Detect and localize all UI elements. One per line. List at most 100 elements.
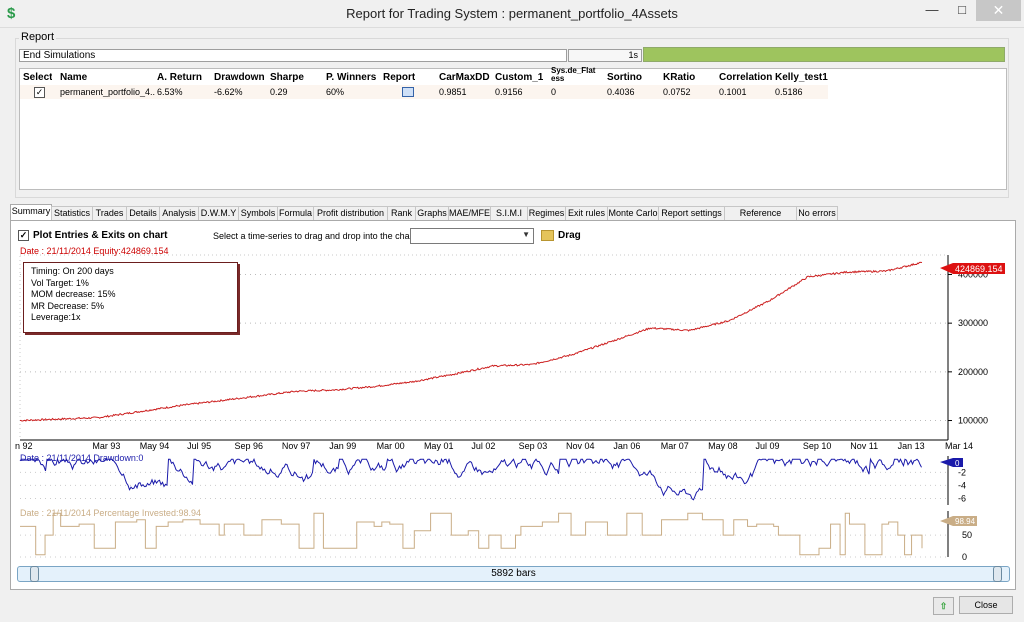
col-correlation[interactable]: Correlation	[719, 72, 773, 83]
col-select[interactable]: Select	[23, 72, 53, 83]
left-range-handle[interactable]	[30, 566, 39, 582]
info-line: Leverage:1x	[31, 312, 81, 322]
close-button[interactable]: Close	[959, 596, 1013, 614]
equity-last-value-badge	[953, 263, 1005, 274]
drawdown-y-tick-label: -6	[958, 493, 966, 503]
equity-x-tick-label: Sep 03	[519, 441, 548, 451]
equity-x-tick-label: Jan 06	[613, 441, 640, 451]
equity-y-tick-label: 200000	[958, 367, 988, 377]
info-line: MOM decrease: 15%	[31, 289, 116, 299]
cell-sortino: 0.4036	[607, 87, 635, 97]
progress-fill	[644, 48, 1004, 61]
drawdown-title: Date : 21/11/2014 Drawdown:0	[20, 453, 143, 463]
invested-series-line	[20, 512, 923, 556]
equity-y-tick-label: 400000	[958, 269, 988, 279]
cell-kelly: 0.5186	[775, 87, 803, 97]
drawdown-last-value-label: 0	[955, 459, 960, 468]
info-line: Timing: On 200 days	[31, 266, 114, 276]
equity-x-tick-label: n 92	[15, 441, 33, 451]
equity-x-tick-label: Mar 07	[661, 441, 689, 451]
info-line: Vol Target: 1%	[31, 277, 89, 288]
simulation-progress-bar	[643, 47, 1005, 62]
drag-button[interactable]: Drag	[558, 230, 581, 241]
equity-x-tick-label: Jul 09	[756, 441, 780, 451]
equity-x-tick-label: Jan 99	[329, 441, 356, 451]
title-bar: $ Report for Trading System : permanent_…	[0, 0, 1024, 28]
equity-x-tick-label: Sep 10	[803, 441, 832, 451]
tab-no-errors[interactable]: No errors	[796, 206, 838, 220]
green-up-arrow-icon: ⇧	[939, 601, 948, 611]
bars-scroll-track[interactable]: 5892 bars	[17, 566, 1010, 582]
drawdown-last-value-arrow	[940, 458, 953, 467]
invested-last-value-label: 98.94	[955, 517, 976, 526]
equity-x-tick-label: Mar 93	[92, 441, 120, 451]
equity-series-line	[19, 261, 923, 422]
dollar-app-icon: $	[7, 5, 16, 22]
col-a-return[interactable]: A. Return	[157, 72, 202, 83]
plot-entries-label: Plot Entries & Exits on chart	[33, 230, 168, 241]
equity-x-tick-label: Sep 96	[234, 441, 263, 451]
tab-strip: Summary Statistics Trades Details Analysis D.…	[10, 204, 1014, 231]
plot-entries-checkbox[interactable]: ✓ Plot Entries & Exits on chart	[18, 230, 168, 241]
up-arrow-button[interactable]: ⇧	[933, 597, 954, 615]
report-group	[15, 38, 1009, 198]
drag-prompt: Select a time-series to drag and drop in…	[213, 231, 421, 241]
folder-icon[interactable]	[541, 230, 554, 241]
bars-count: 5892 bars	[491, 568, 536, 579]
invested-y-tick-label: 0	[962, 552, 967, 562]
cell-carmaxdd: 0.9851	[439, 87, 467, 97]
timeseries-select[interactable]: ▼	[410, 228, 534, 244]
cell-kratio: 0.0752	[663, 87, 691, 97]
equity-x-tick-label: Mar 00	[377, 441, 405, 451]
equity-x-tick-label: May 01	[424, 441, 454, 451]
strategy-info-box: Timing: On 200 days Vol Target: 1% MOM dec…	[23, 262, 238, 333]
col-kratio[interactable]: KRatio	[663, 72, 696, 83]
select-checkbox[interactable]: ✓	[34, 87, 45, 98]
cell-drawdown: -6.62%	[214, 87, 243, 97]
cell-sharpe: 0.29	[270, 87, 288, 97]
col-drawdown[interactable]: Drawdown	[214, 72, 265, 83]
invested-last-value-badge	[953, 516, 977, 526]
col-sortino[interactable]: Sortino	[607, 72, 642, 83]
col-custom-1[interactable]: Custom_1	[495, 72, 544, 83]
equity-x-tick-label: May 08	[708, 441, 738, 451]
right-range-handle[interactable]	[993, 566, 1002, 582]
col-report[interactable]: Report	[383, 72, 416, 83]
status-field: End Simulations	[19, 49, 567, 62]
cell-p-winners: 60%	[326, 87, 345, 97]
equity-last-value-arrow	[940, 263, 953, 274]
equity-x-tick-label: Jul 95	[187, 441, 211, 451]
equity-x-tick-label: Nov 04	[566, 441, 595, 451]
col-name[interactable]: Name	[60, 72, 88, 83]
close-window-button[interactable]: ✕	[976, 0, 1021, 21]
equity-x-tick-label: Nov 11	[850, 441, 878, 451]
cell-custom-1: 0.9156	[495, 87, 523, 97]
col-sys-flatness[interactable]: Sys.de_Flat ess	[551, 67, 596, 83]
cell-name: permanent_portfolio_4...	[60, 87, 155, 97]
report-icon[interactable]	[402, 87, 414, 97]
results-header: Select Name A. Return Drawdown Sharpe P.…	[20, 67, 828, 86]
cell-a-return: 6.53%	[157, 87, 183, 97]
col-sharpe[interactable]: Sharpe	[270, 72, 304, 83]
cell-sys-flatness: 0	[551, 87, 557, 97]
col-kelly[interactable]: Kelly_test1	[775, 72, 828, 83]
table-row[interactable]: ✓ permanent_portfolio_4... 6.53% -6.62% …	[20, 85, 828, 99]
drawdown-last-value-badge	[953, 458, 963, 467]
equity-last-value-label: 424869.154	[955, 264, 1003, 274]
chevron-down-icon: ▼	[522, 230, 530, 239]
equity-x-tick-label: Jul 02	[471, 441, 495, 451]
results-table: Select Name A. Return Drawdown Sharpe P.…	[19, 67, 1007, 190]
col-carmaxdd[interactable]: CarMaxDD	[439, 72, 490, 83]
elapsed-time: 1s	[568, 49, 642, 62]
maximize-button[interactable]: □	[958, 2, 966, 17]
invested-y-tick-label: 50	[962, 530, 972, 540]
equity-x-tick-label: Jan 13	[898, 441, 925, 451]
equity-title: Date : 21/11/2014 Equity:424869.154	[20, 246, 168, 256]
equity-x-tick-label: Nov 97	[282, 441, 311, 451]
invested-title: Date : 21/11/2014 Percentage Invested:98…	[20, 508, 201, 518]
minimize-button[interactable]: —	[925, 2, 939, 17]
window-title: Report for Trading System : permanent_po…	[346, 6, 678, 21]
equity-y-tick-label: 100000	[958, 416, 988, 426]
col-p-winners[interactable]: P. Winners	[326, 72, 377, 83]
